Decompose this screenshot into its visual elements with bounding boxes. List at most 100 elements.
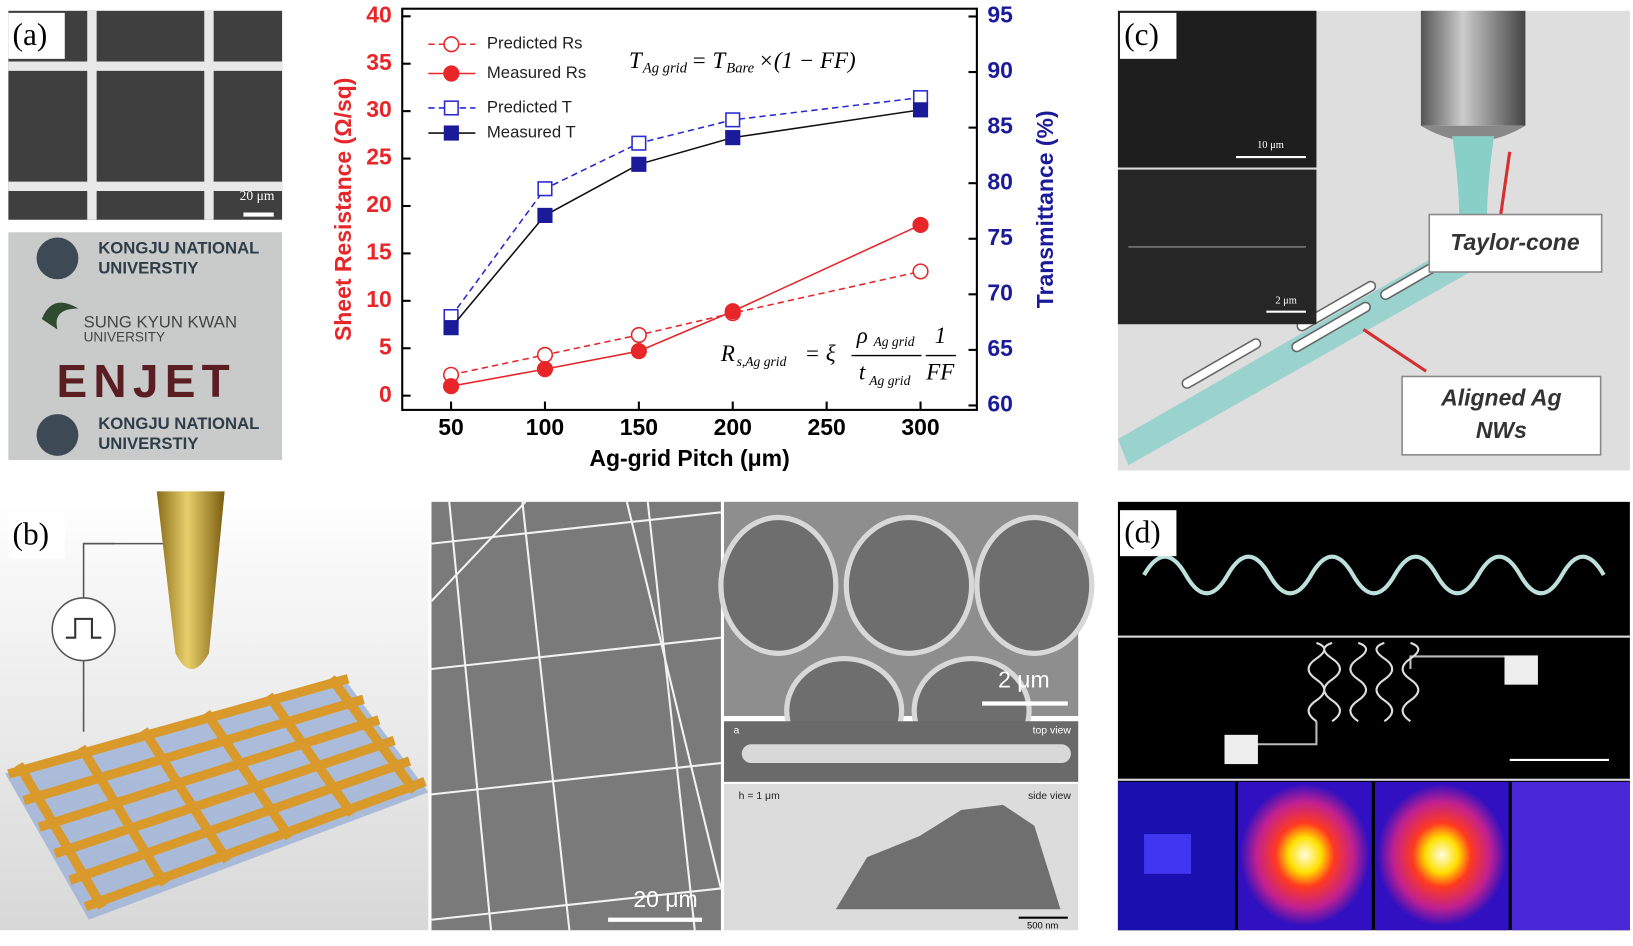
logo-text: UNIVERSITY [84,329,165,344]
point [630,326,647,344]
y-tick-label: 35 [366,49,392,75]
sem-image [431,501,721,931]
y-tick-label: 25 [366,144,392,170]
thermal-spot [1240,783,1370,927]
formula-part: 1 [935,323,946,348]
grid-bar [327,675,419,794]
formula-part: s,Ag grid [737,354,787,369]
formula-part: t [859,360,866,385]
jet [1117,240,1489,466]
pad [1224,734,1258,765]
grid-bar [264,692,357,818]
chart: 50 100 150 200 250 300 0 5 10 15 20 25 30 35 40 60 65 70 7… [330,1,1058,471]
x-tick-label: 150 [620,414,658,440]
point [631,135,647,151]
line-side-view [752,804,1061,910]
point [442,378,460,395]
divider [1117,635,1630,638]
scale-label: 500 nm [1027,920,1058,931]
formula-part: Ag grid [868,373,910,388]
point [630,343,647,360]
thermal-image [1511,781,1630,931]
x-axis-label: Ag-grid Pitch (μm) [589,445,789,471]
pointer-arrow [1362,151,1512,373]
callout-box [1401,375,1602,456]
y-axis-label: Sheet Resistance (Ω/sq) [330,78,356,342]
y-tick-label: 15 [366,238,392,264]
grid-bar [68,756,412,885]
logo-seal [36,414,79,456]
panel-label: (a) [13,17,48,52]
pulse-symbol [65,617,102,639]
point [912,263,929,280]
formula-part: R [720,341,735,366]
point [725,112,741,128]
printed-grid [7,674,427,912]
callout-box [1428,213,1603,273]
image-tag: side view [1028,791,1071,802]
y-tick-label: 10 [366,286,392,312]
grid-bar [7,674,350,779]
grid-bar [14,762,107,910]
y2-tick-label: 65 [987,335,1013,361]
logo-text: UNIVERSTIY [98,258,198,277]
x-tick-label: 250 [807,414,845,440]
scale-label: 2 μm [998,667,1050,693]
legend-marker [443,65,460,82]
grid-bar [77,744,169,887]
label-box [8,12,65,59]
legend-marker [443,100,459,116]
voltage-source [51,597,116,662]
image-tag: h = 1 μm [739,791,780,802]
grid-lines-image [8,10,283,220]
legend-label: Predicted Rs [487,34,583,53]
legend-marker [443,36,460,53]
point [631,156,647,172]
x-tick-label: 50 [438,414,464,440]
y-tick-label: 20 [366,191,392,217]
point [912,102,929,118]
point [537,207,553,223]
x-tick-label: 200 [714,414,752,440]
line-top-view [741,744,1071,764]
y-tick-label: 40 [366,1,392,27]
scale-label: 10 μm [1257,140,1284,151]
y2-tick-label: 95 [987,2,1013,28]
formula-part: Ag grid [872,334,914,349]
thermal-spot [1144,834,1192,874]
grid-bar [83,777,427,912]
serpentine-heater [1307,641,1420,723]
callout-text: Aligned Ag [1440,385,1561,411]
grid-bar [22,694,365,806]
logo-text: ENJET [57,355,237,407]
logo-mark [41,302,79,330]
legend-marker [443,125,459,141]
point [536,361,554,378]
label-box [8,512,65,559]
y2-axis-label: Transmittance (%) [1032,110,1058,308]
grid-bar [53,735,396,859]
image-tag: a [733,725,739,736]
y-tick-label: 30 [366,96,392,122]
panel-label: (c) [1124,17,1159,52]
logo-text: KONGJU NATIONAL [98,414,259,433]
pad [1504,655,1538,685]
point [725,130,741,146]
panel-label: (b) [13,517,50,552]
formula-part: Ag grid [642,61,688,77]
point [912,216,929,234]
y2-tick-label: 80 [987,168,1013,194]
point [536,346,554,363]
y2-tick-label: 90 [987,57,1013,83]
thermal-spot [1377,783,1507,927]
y2-tick-label: 75 [987,224,1013,250]
scale-label: 20 μm [240,188,275,203]
formula-part: FF [925,360,955,385]
point [443,320,459,336]
divider [1117,778,1630,781]
legend-label: Measured Rs [487,63,586,82]
callout-text: Taylor-cone [1450,229,1580,255]
logo-text: KONGJU NATIONAL [98,238,259,257]
grid-lines-image [430,501,722,931]
